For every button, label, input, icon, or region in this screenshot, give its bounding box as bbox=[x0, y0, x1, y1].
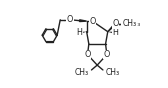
Text: OCH₃: OCH₃ bbox=[122, 21, 141, 27]
Text: O: O bbox=[113, 19, 119, 28]
Polygon shape bbox=[108, 23, 116, 32]
Text: O: O bbox=[104, 50, 110, 59]
Text: CH₃: CH₃ bbox=[123, 19, 137, 28]
Text: O: O bbox=[89, 17, 96, 26]
Text: CH₃: CH₃ bbox=[75, 68, 89, 77]
Text: H: H bbox=[112, 28, 118, 37]
Text: H: H bbox=[76, 28, 82, 37]
Text: CH₃: CH₃ bbox=[106, 68, 120, 77]
Text: O: O bbox=[84, 50, 91, 59]
Text: O: O bbox=[67, 15, 73, 24]
Polygon shape bbox=[79, 20, 87, 22]
